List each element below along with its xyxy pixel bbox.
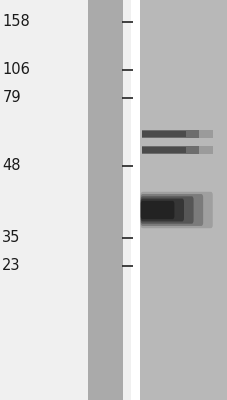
Bar — [87, 0, 123, 400]
FancyBboxPatch shape — [140, 198, 183, 222]
FancyBboxPatch shape — [140, 194, 202, 226]
Text: 35: 35 — [2, 230, 21, 246]
Text: 79: 79 — [2, 90, 21, 106]
Text: 48: 48 — [2, 158, 21, 174]
Bar — [142, 130, 199, 138]
Bar — [142, 146, 212, 154]
Text: 106: 106 — [2, 62, 30, 78]
Bar — [131, 0, 139, 400]
Bar — [142, 146, 199, 154]
Bar — [142, 147, 185, 153]
Text: 23: 23 — [2, 258, 21, 274]
Text: 158: 158 — [2, 14, 30, 30]
FancyBboxPatch shape — [140, 192, 212, 228]
FancyBboxPatch shape — [140, 201, 174, 219]
Bar — [140, 0, 227, 400]
Bar — [142, 130, 212, 138]
Bar — [142, 131, 185, 137]
FancyBboxPatch shape — [140, 196, 193, 224]
